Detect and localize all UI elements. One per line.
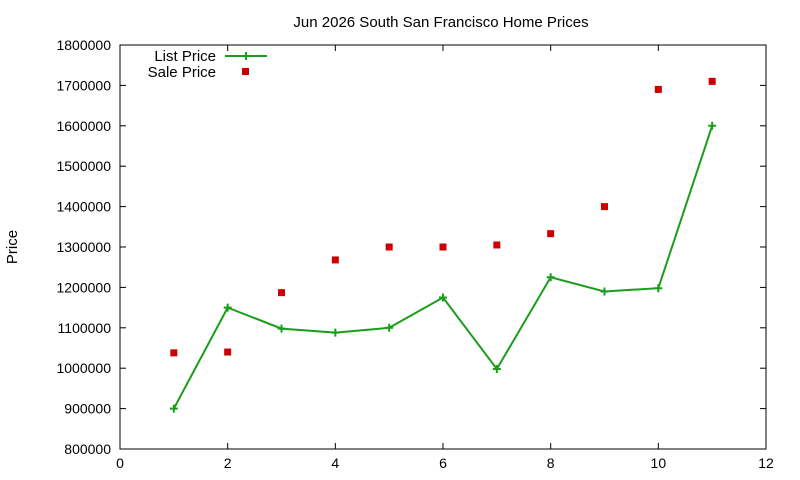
y-tick-label: 1700000: [56, 77, 111, 93]
chart-title: Jun 2026 South San Francisco Home Prices: [293, 14, 588, 31]
list-price-point: [331, 328, 340, 337]
y-tick-label: 1100000: [58, 320, 112, 336]
y-tick-label: 1800000: [56, 37, 111, 53]
y-tick-label: 800000: [64, 441, 111, 457]
sale-price-point: [547, 230, 555, 238]
sale-price-point: [493, 241, 501, 249]
sale-price-point: [708, 77, 716, 85]
sale-price-point: [331, 256, 339, 264]
list-price-point: [223, 303, 232, 312]
x-tick-label: 4: [331, 455, 339, 471]
y-tick-label: 1200000: [56, 279, 111, 295]
y-tick-label: 1500000: [56, 158, 111, 174]
list-price-point: [439, 293, 447, 302]
sale-price-point: [654, 85, 662, 93]
sale-price-point: [385, 243, 393, 251]
sale-price-point: [170, 349, 178, 357]
list-price-point: [385, 323, 394, 332]
list-price-point: [600, 287, 609, 296]
y-tick-label: 1400000: [56, 199, 111, 215]
list-price-point: [654, 284, 663, 293]
x-tick-label: 0: [116, 455, 124, 471]
x-tick-label: 10: [651, 455, 667, 471]
legend-label-sale-price: Sale Price: [148, 64, 216, 81]
axis-ticks: 0 2 4 6 8 10 12 800000 900000 1000000 1100000 12000…: [56, 37, 774, 471]
legend-label-list-price: List Price: [154, 48, 216, 65]
list-price-point: [277, 324, 286, 333]
y-tick-label: 1600000: [56, 118, 111, 134]
y-tick-label: 1000000: [56, 360, 111, 376]
legend-marker-list-price: [242, 52, 250, 60]
sale-price-series: [170, 77, 716, 357]
sale-price-point: [439, 243, 447, 251]
list-price-point: [546, 273, 555, 282]
sale-price-point: [278, 289, 285, 297]
list-price-line: [172, 125, 714, 410]
y-tick-label: 1300000: [56, 239, 111, 255]
list-price-point: [169, 404, 178, 413]
x-tick-label: 12: [758, 455, 774, 471]
list-price-point: [708, 121, 717, 130]
legend: List Price Sale Price: [148, 48, 267, 81]
x-tick-label: 2: [224, 455, 232, 471]
sale-price-point: [224, 348, 232, 356]
x-tick-label: 6: [439, 455, 447, 471]
list-price-point: [492, 365, 501, 374]
list-price-series: [169, 121, 717, 413]
sale-price-point: [601, 203, 608, 211]
y-axis-label: Price: [4, 230, 21, 264]
legend-marker-sale-price: [242, 68, 249, 75]
x-tick-label: 8: [547, 455, 555, 471]
y-tick-label: 900000: [64, 401, 111, 417]
